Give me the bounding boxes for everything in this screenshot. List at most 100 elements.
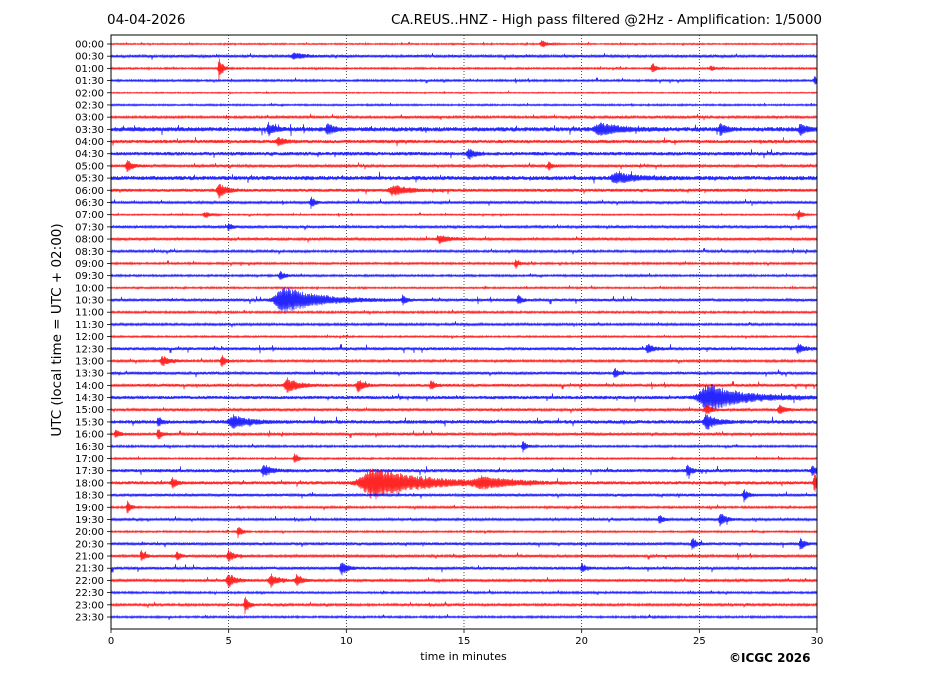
trace-0600 [110,183,818,199]
trace-2330 [110,614,818,620]
trace-0930 [110,271,818,280]
copyright: ©ICGC 2026 [729,651,811,665]
y-tick-label: 04:00 [75,137,104,148]
trace-0100 [110,58,818,80]
y-tick-label: 03:30 [75,125,104,136]
y-tick-label: 13:30 [75,369,104,380]
trace-1730 [110,464,818,479]
y-tick-label: 01:00 [75,64,104,75]
trace-1530 [110,414,818,430]
y-tick-label: 11:00 [75,308,104,319]
trace-1100 [110,309,818,315]
x-tick-label: 20 [575,636,588,647]
y-tick-label: 21:00 [75,552,104,563]
y-tick-label: 02:00 [75,88,104,99]
x-axis-label: time in minutes [420,650,507,663]
y-tick-label: 18:00 [75,478,104,489]
y-tick-label: 16:30 [75,442,104,453]
y-tick-label: 20:00 [75,527,104,538]
y-tick-label: 09:30 [75,271,104,282]
y-tick-label: 14:00 [75,381,104,392]
trace-2030 [110,538,818,550]
y-tick-label: 21:30 [75,564,104,575]
trace-0530 [110,170,818,184]
x-axis-label-wrap: time in minutes [0,650,927,663]
trace-1030 [110,287,818,315]
trace-1500 [110,404,818,415]
y-tick-label: 23:30 [75,613,104,624]
trace-1300 [110,354,818,368]
y-tick-label: 13:00 [75,356,104,367]
trace-0800 [110,235,818,245]
trace-1330 [110,368,818,378]
trace-2200 [110,573,818,588]
y-tick-label: 04:30 [75,149,104,160]
y-tick-label: 16:00 [75,430,104,441]
y-tick-label: 05:00 [75,161,104,172]
y-tick-label: 05:30 [75,174,104,185]
y-tick-label: 10:00 [75,283,104,294]
y-tick-label: 00:00 [75,40,104,51]
y-tick-label: 15:00 [75,405,104,416]
y-tick-label: 00:30 [75,52,104,63]
y-tick-label: 06:00 [75,186,104,197]
trace-1230 [110,343,818,355]
y-tick-label: 07:00 [75,210,104,221]
y-tick-label: 08:30 [75,247,104,258]
trace-1800 [110,468,818,500]
y-tick-label: 17:30 [75,466,104,477]
x-tick-label: 30 [811,636,824,647]
y-tick-label: 17:00 [75,454,104,465]
trace-1000 [110,285,818,291]
trace-0900 [110,259,818,269]
trace-0230 [110,102,818,108]
x-tick-label: 0 [108,636,114,647]
y-tick-label: 12:30 [75,344,104,355]
y-tick-label: 22:00 [75,576,104,587]
y-tick-label: 20:30 [75,539,104,550]
trace-0700 [110,209,818,221]
trace-1430 [110,384,818,412]
trace-1130 [110,321,818,328]
y-tick-label: 14:30 [75,393,104,404]
trace-0430 [110,148,818,160]
y-tick-label: 19:00 [75,503,104,514]
trace-1600 [110,429,818,440]
trace-0030 [110,52,818,60]
y-tick-label: 07:30 [75,222,104,233]
trace-1630 [110,441,818,453]
y-tick-label: 15:30 [75,417,104,428]
trace-0200 [110,89,818,95]
trace-2000 [110,527,818,539]
y-tick-label: 22:30 [75,588,104,599]
y-tick-label: 10:30 [75,296,104,307]
trace-0400 [110,136,818,147]
trace-0500 [110,160,818,172]
y-tick-label: 06:30 [75,198,104,209]
trace-1400 [110,377,818,393]
trace-0130 [110,76,818,85]
trace-0300 [110,113,818,121]
trace-1900 [110,500,818,514]
x-tick-label: 5 [225,636,231,647]
y-tick-label: 11:30 [75,320,104,331]
y-tick-label: 23:00 [75,600,104,611]
y-tick-label: 19:30 [75,515,104,526]
x-tick-label: 10 [340,636,353,647]
trace-2300 [110,596,818,615]
trace-1830 [110,489,818,503]
trace-0830 [110,247,818,255]
trace-0730 [110,223,818,231]
y-tick-label: 12:00 [75,332,104,343]
y-tick-label: 18:30 [75,491,104,502]
x-tick-label: 25 [693,636,706,647]
date-label: 04-04-2026 [107,12,186,28]
trace-0630 [110,196,818,209]
y-tick-label: 03:00 [75,113,104,124]
y-tick-label: 01:30 [75,76,104,87]
x-tick-label: 15 [458,636,471,647]
trace-2230 [110,589,818,596]
trace-1930 [110,513,818,527]
trace-0000 [110,40,818,48]
